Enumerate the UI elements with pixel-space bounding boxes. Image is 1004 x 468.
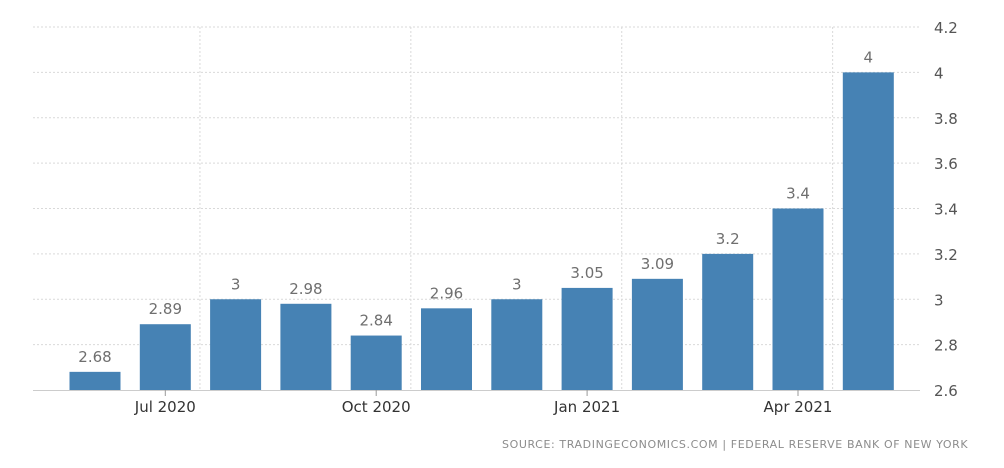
data-label: 3 [512,275,522,293]
y-tick-label: 3.8 [934,110,958,128]
source-note: SOURCE: TRADINGECONOMICS.COM | FEDERAL R… [502,438,968,451]
y-tick-label: 2.8 [934,337,958,355]
data-label: 2.98 [289,280,322,298]
data-label: 3.2 [716,230,740,248]
bar [631,278,683,390]
data-label: 3 [231,275,241,293]
y-tick-label: 4.2 [934,19,958,37]
data-label: 2.96 [430,284,463,302]
data-label: 2.89 [149,300,182,318]
source-left: SOURCE: TRADINGECONOMICS.COM [502,438,719,451]
y-tick-label: 3 [934,291,944,309]
data-label: 3.09 [641,255,674,273]
data-label: 4 [864,48,874,66]
bar [69,371,121,390]
source-right: FEDERAL RESERVE BANK OF NEW YORK [730,438,969,451]
bar [561,287,613,390]
bar [139,324,191,390]
bars-layer [69,72,894,390]
bar [491,299,543,390]
x-tick-label: Jan 2021 [553,398,620,416]
bar [842,72,894,390]
data-label: 3.05 [570,264,603,282]
y-tick-label: 3.2 [934,246,958,264]
x-tick-label: Oct 2020 [342,398,411,416]
bar [280,303,332,390]
y-tick-label: 3.6 [934,155,958,173]
x-tick-label: Apr 2021 [764,398,833,416]
grid-layer [33,26,920,390]
data-label: 2.84 [359,312,392,330]
bar [702,253,754,390]
y-tick-label: 4 [934,64,944,82]
data-label: 2.68 [78,348,111,366]
y-tick-label: 3.4 [934,201,958,219]
x-axis: Jul 2020 Oct 2020 Jan 2021 Apr 2021 [33,390,920,416]
x-tick-label: Jul 2020 [134,398,196,416]
bar [210,299,262,390]
y-axis: 2.6 2.8 3 3.2 3.4 3.6 3.8 4 4.2 [934,19,958,400]
bar [772,208,824,390]
data-label: 3.4 [786,185,810,203]
bar [350,335,402,390]
bar [421,308,472,390]
source-separator: | [722,438,727,451]
data-labels-layer: 2.68 2.89 3 2.98 2.84 2.96 3 3.05 3.09 3.2 3.4 4 [78,48,873,365]
y-tick-label: 2.6 [934,382,958,400]
